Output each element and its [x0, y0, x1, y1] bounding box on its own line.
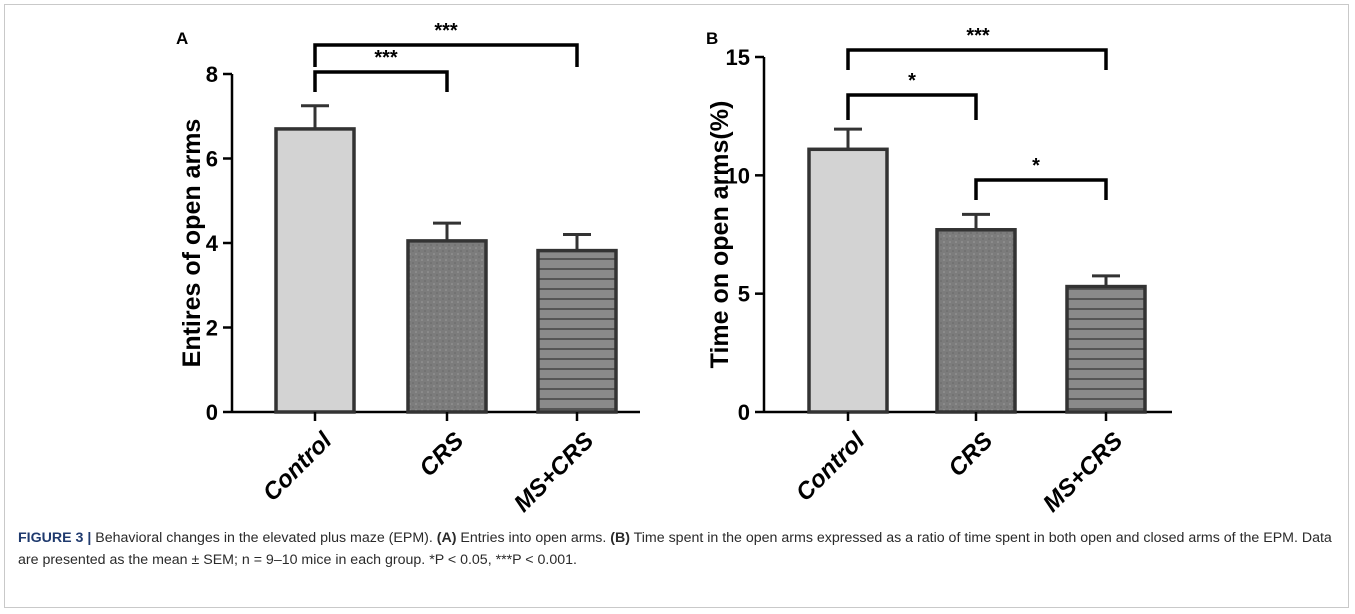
- panel-b-significance-bracket: [846, 93, 978, 120]
- panel-a-bar-crs: [406, 239, 488, 414]
- panel-a-bar-control: [274, 127, 356, 414]
- panel-b-y-tick-label: 5: [738, 282, 750, 307]
- figure-charts: A 0 2 4 6 8 Entires of open arms Control CRS MS+C…: [176, 20, 1172, 517]
- panel-b-y-tick-label: 15: [726, 45, 750, 70]
- panel-b-bar-crs: [935, 228, 1017, 414]
- panel-a-y-tick-label: 4: [206, 231, 219, 256]
- panel-b-bar-ms-crs: [1065, 284, 1147, 414]
- panel-b-letter: B: [706, 29, 718, 48]
- caption-panel-b-text: Time spent in the open arms expressed as…: [18, 530, 1332, 568]
- caption-intro: Behavioral changes in the elevated plus …: [91, 530, 437, 546]
- panel-a-significance-label: ***: [374, 47, 398, 69]
- panel-b-bar-control: [807, 147, 889, 414]
- panel-a-letter: A: [176, 29, 188, 48]
- panel-a-y-tick-label: 0: [206, 400, 218, 425]
- figure-caption: FIGURE 3 | Behavioral changes in the ele…: [18, 527, 1338, 571]
- caption-figure-label: FIGURE 3 |: [18, 530, 92, 546]
- panel-b-significance-bracket: [974, 178, 1108, 200]
- panel-a-category-label: Control: [258, 426, 338, 506]
- panel-a-significance-bracket: [313, 43, 579, 67]
- caption-panel-a-text: Entries into open arms.: [456, 530, 611, 546]
- panel-b-significance-label: ***: [966, 25, 990, 47]
- panel-a-y-axis-title: Entires of open arms: [178, 119, 206, 368]
- panel-b-y-axis-title: Time on open arms(%): [706, 101, 734, 369]
- panel-a-significance-label: ***: [434, 20, 458, 42]
- panel-b-significance-label: *: [908, 70, 916, 92]
- panel-b-significance-label: *: [1032, 155, 1040, 177]
- panel-b-category-label: Control: [791, 426, 871, 506]
- panel-b-category-label: CRS: [943, 427, 998, 482]
- caption-panel-b-tag: (B): [610, 530, 630, 546]
- panel-b-significance-bracket: [846, 48, 1108, 70]
- panel-a-category-label: CRS: [414, 427, 469, 482]
- panel-a-y-tick-label: 2: [206, 316, 218, 341]
- panel-b-y-tick-label: 10: [726, 163, 750, 188]
- panel-a-bar-ms-crs: [536, 248, 618, 414]
- panel-a-significance-bracket: [313, 70, 449, 92]
- caption-panel-a-tag: (A): [436, 530, 457, 546]
- panel-a-y-tick-label: 6: [206, 147, 218, 172]
- panel-a-y-tick-label: 8: [206, 62, 218, 87]
- panel-b-y-tick-label: 0: [738, 400, 750, 425]
- panel-a-category-label: MS+CRS: [509, 427, 599, 517]
- panel-b-category-label: MS+CRS: [1038, 427, 1128, 517]
